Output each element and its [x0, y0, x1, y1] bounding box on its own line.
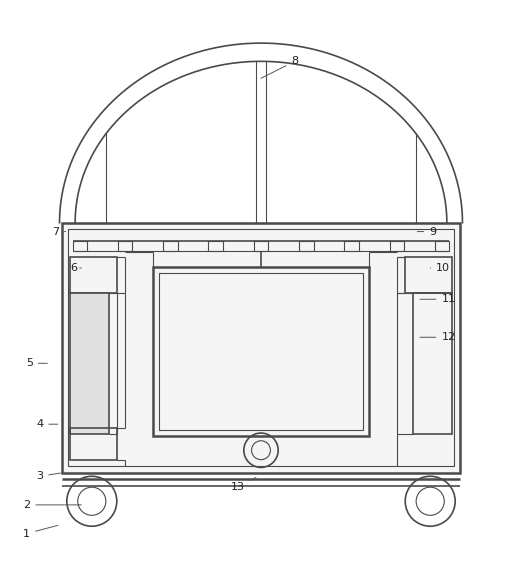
Bar: [435, 241, 449, 251]
Text: 13: 13: [231, 478, 256, 492]
Text: 5: 5: [26, 358, 48, 368]
Bar: [163, 241, 177, 251]
Bar: [254, 241, 268, 251]
Text: 6: 6: [70, 263, 81, 273]
Text: 11: 11: [420, 294, 455, 304]
Bar: [153, 267, 369, 436]
Text: 12: 12: [420, 332, 456, 342]
Bar: [73, 241, 87, 251]
Text: 7: 7: [52, 227, 66, 237]
Bar: [68, 229, 454, 466]
Bar: [299, 241, 314, 251]
Bar: [70, 428, 117, 459]
Text: 1: 1: [23, 526, 58, 539]
Bar: [405, 257, 452, 293]
Bar: [160, 273, 362, 430]
Bar: [345, 241, 359, 251]
Text: 3: 3: [36, 471, 61, 481]
Bar: [70, 257, 117, 293]
Bar: [70, 293, 109, 434]
Bar: [208, 241, 223, 251]
Text: 10: 10: [430, 263, 450, 273]
Bar: [389, 241, 404, 251]
Bar: [62, 223, 460, 473]
Bar: [413, 293, 452, 434]
Bar: [118, 241, 133, 251]
Text: 8: 8: [261, 56, 299, 79]
Text: 4: 4: [36, 419, 58, 429]
Text: 2: 2: [23, 500, 81, 510]
Text: 9: 9: [418, 227, 436, 237]
